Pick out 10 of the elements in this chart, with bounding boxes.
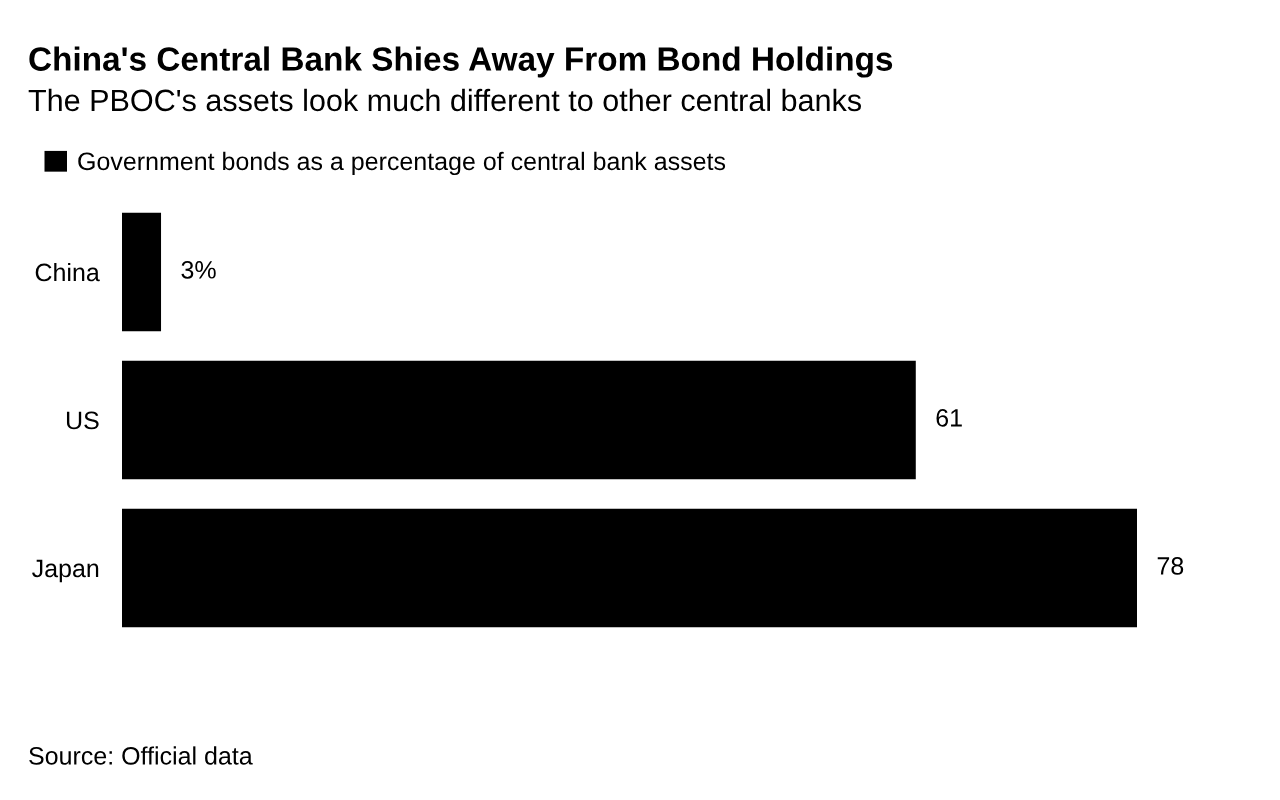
y-tick-label: China: [35, 262, 100, 282]
chart-subtitle: The PBOC's assets look much different to other central banks: [28, 88, 861, 112]
data-label: 61: [936, 409, 962, 427]
data-label: 3%: [181, 261, 216, 279]
legend-label: Government bonds as a percentage of central bank assets: [78, 151, 726, 176]
y-tick-label: US: [66, 411, 99, 430]
y-tick-label: Japan: [32, 559, 99, 583]
data-label: 78: [1157, 557, 1184, 575]
source-note: Source: Official data: [29, 746, 253, 765]
chart-title: China's Central Bank Shies Away From Bond Holdings: [29, 46, 893, 78]
